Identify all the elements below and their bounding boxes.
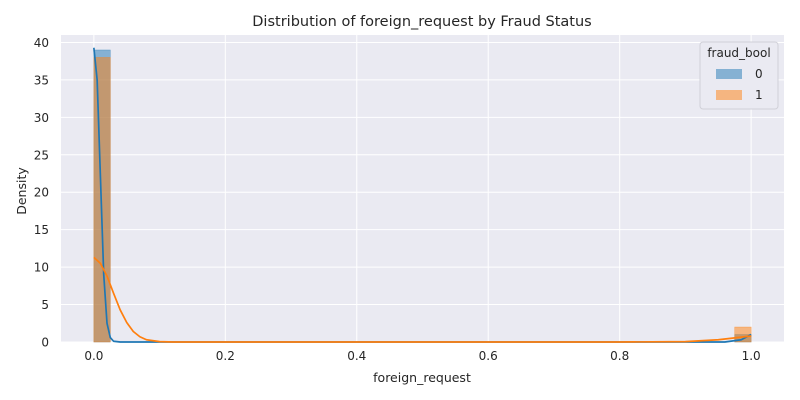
y-axis-label: Density bbox=[14, 167, 29, 215]
x-tick-label-0: 0.0 bbox=[84, 349, 103, 363]
x-tick-label-1: 0.2 bbox=[216, 349, 235, 363]
kde-line-series-1 bbox=[93, 256, 752, 343]
y-tick-label-2: 10 bbox=[34, 261, 49, 275]
y-tick-label-7: 35 bbox=[34, 73, 49, 87]
chart-title: Distribution of foreign_request by Fraud… bbox=[252, 14, 591, 30]
y-ticks: 0 5 10 15 20 25 30 35 40 bbox=[34, 36, 49, 350]
kde-lines bbox=[93, 47, 752, 343]
bar-series-1-0 bbox=[93, 57, 111, 343]
legend-swatch-1 bbox=[716, 90, 742, 100]
y-tick-label-3: 15 bbox=[34, 223, 49, 237]
legend: fraud_bool 0 1 bbox=[699, 41, 779, 110]
legend-swatch-0 bbox=[716, 69, 742, 79]
y-tick-label-0: 0 bbox=[41, 336, 49, 350]
y-tick-label-4: 20 bbox=[34, 186, 49, 200]
kde-line-series-0 bbox=[93, 47, 752, 343]
y-tick-label-5: 25 bbox=[34, 148, 49, 162]
x-tick-label-3: 0.6 bbox=[479, 349, 498, 363]
plot-area bbox=[61, 35, 784, 342]
x-ticks: 0.0 0.2 0.4 0.6 0.8 1.0 bbox=[84, 349, 760, 363]
x-tick-label-5: 1.0 bbox=[742, 349, 761, 363]
x-tick-label-4: 0.8 bbox=[610, 349, 629, 363]
x-tick-label-2: 0.4 bbox=[347, 349, 366, 363]
legend-title: fraud_bool bbox=[707, 46, 770, 60]
y-tick-label-6: 30 bbox=[34, 111, 49, 125]
y-tick-label-8: 40 bbox=[34, 36, 49, 50]
legend-label-1: 1 bbox=[755, 88, 763, 102]
y-tick-label-1: 5 bbox=[41, 298, 49, 312]
x-axis-label: foreign_request bbox=[373, 370, 471, 385]
legend-label-0: 0 bbox=[755, 67, 763, 81]
